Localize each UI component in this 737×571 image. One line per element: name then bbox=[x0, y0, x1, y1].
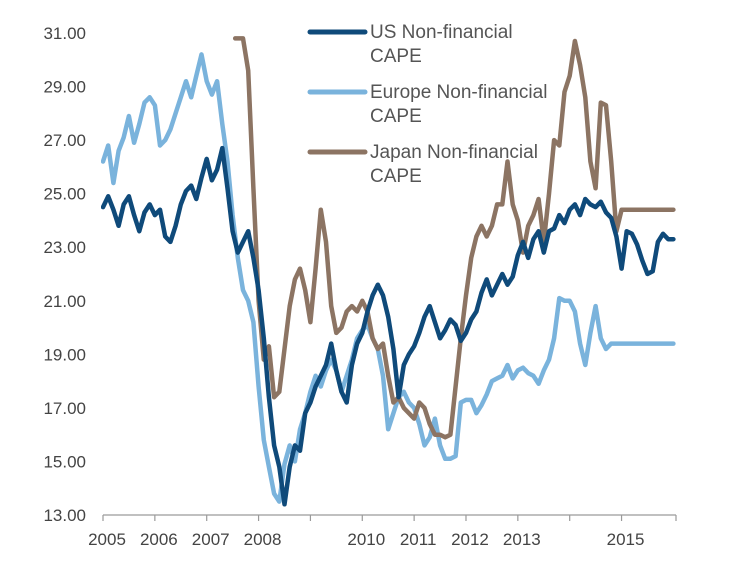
x-tick-label: 2012 bbox=[451, 530, 489, 549]
x-tick-label: 2006 bbox=[140, 530, 178, 549]
x-tick-label: 2011 bbox=[400, 530, 437, 549]
y-tick-label: 19.00 bbox=[43, 345, 86, 364]
y-tick-label: 23.00 bbox=[43, 238, 86, 257]
y-tick-label: 29.00 bbox=[43, 78, 86, 97]
legend: US Non-financial CAPE Europe Non-financial… bbox=[307, 22, 547, 187]
legend-label: Japan Non-financial bbox=[370, 142, 538, 163]
x-axis-ticks: 2005 2006 2007 2008 2010 2011 2012 2013 2015 bbox=[88, 515, 677, 549]
y-tick-label: 21.00 bbox=[43, 292, 86, 311]
legend-label: CAPE bbox=[370, 106, 422, 127]
x-tick-label: 2015 bbox=[607, 530, 645, 549]
legend-label: CAPE bbox=[370, 46, 422, 67]
legend-label: US Non-financial bbox=[370, 22, 513, 43]
us-series-line bbox=[101, 145, 676, 507]
europe-series-line bbox=[101, 52, 676, 504]
x-tick-label: 2010 bbox=[347, 530, 385, 549]
y-tick-label: 27.00 bbox=[43, 131, 86, 150]
legend-label: CAPE bbox=[370, 166, 422, 187]
x-tick-label: 2005 bbox=[88, 530, 126, 549]
japan-series-line bbox=[232, 36, 676, 440]
x-tick-label: 2008 bbox=[244, 530, 282, 549]
y-tick-label: 25.00 bbox=[43, 185, 86, 204]
y-tick-label: 31.00 bbox=[43, 24, 86, 43]
x-tick-label: 2013 bbox=[503, 530, 541, 549]
x-tick-label: 2007 bbox=[192, 530, 230, 549]
series-lines bbox=[101, 36, 676, 507]
legend-label: Europe Non-financial bbox=[370, 82, 547, 103]
y-tick-label: 13.00 bbox=[43, 506, 86, 525]
y-tick-label: 17.00 bbox=[43, 399, 86, 418]
y-tick-label: 15.00 bbox=[43, 452, 86, 471]
y-axis-tick-labels: 31.00 29.00 27.00 25.00 23.00 21.00 19.00 17.00… bbox=[43, 24, 86, 525]
